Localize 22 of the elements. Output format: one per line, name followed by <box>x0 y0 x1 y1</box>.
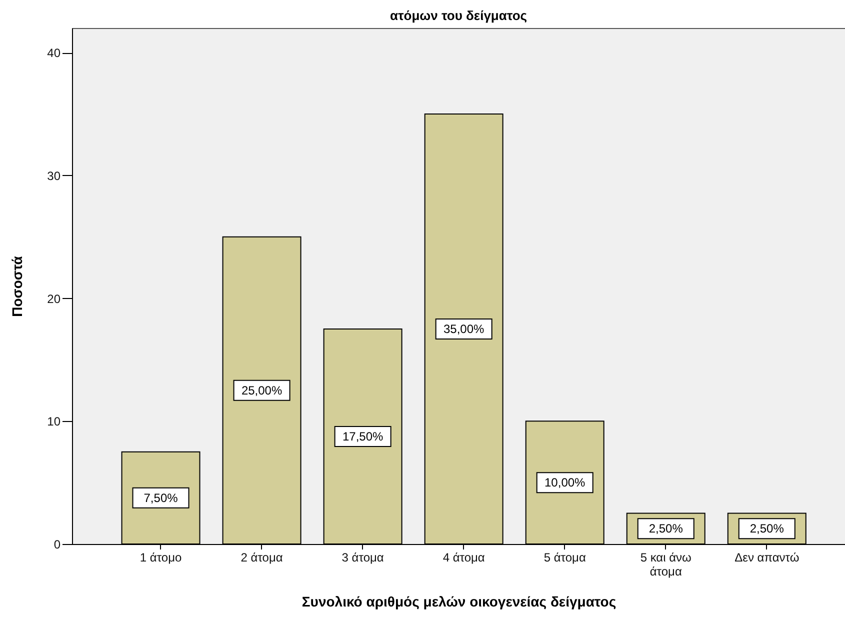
data-label: 25,00% <box>241 383 282 398</box>
data-label: 17,50% <box>342 430 384 444</box>
x-tick-label: Δεν απαντώ <box>734 550 800 564</box>
x-axis-title: Συνολικό αριθμός μελών οικογενείας δείγματος <box>302 594 616 610</box>
y-tick-label: 0 <box>54 538 61 552</box>
y-tick-label: 40 <box>47 46 61 60</box>
chart-title: ατόμων του δείγματος <box>390 8 528 23</box>
data-label: 10,00% <box>544 476 586 490</box>
y-tick-label: 10 <box>47 414 61 429</box>
x-tick-label: 1 άτομο <box>140 550 182 564</box>
x-tick-label: 5 άτομα <box>544 550 586 564</box>
data-label: 2,50% <box>648 522 684 536</box>
data-label: 2,50% <box>750 522 784 536</box>
x-tick-label: 3 άτομα <box>342 550 384 564</box>
data-label: 35,00% <box>443 322 485 336</box>
x-tick-label: 5 και άνω άτομα <box>640 550 692 578</box>
y-tick-label: 20 <box>47 292 61 306</box>
data-label: 7,50% <box>144 490 178 505</box>
x-tick-label: 4 άτομα <box>442 550 485 564</box>
x-tick-label: 2 άτομα <box>240 550 283 564</box>
y-tick-label: 30 <box>47 168 61 183</box>
y-axis-title: Ποσοστά <box>9 256 26 317</box>
